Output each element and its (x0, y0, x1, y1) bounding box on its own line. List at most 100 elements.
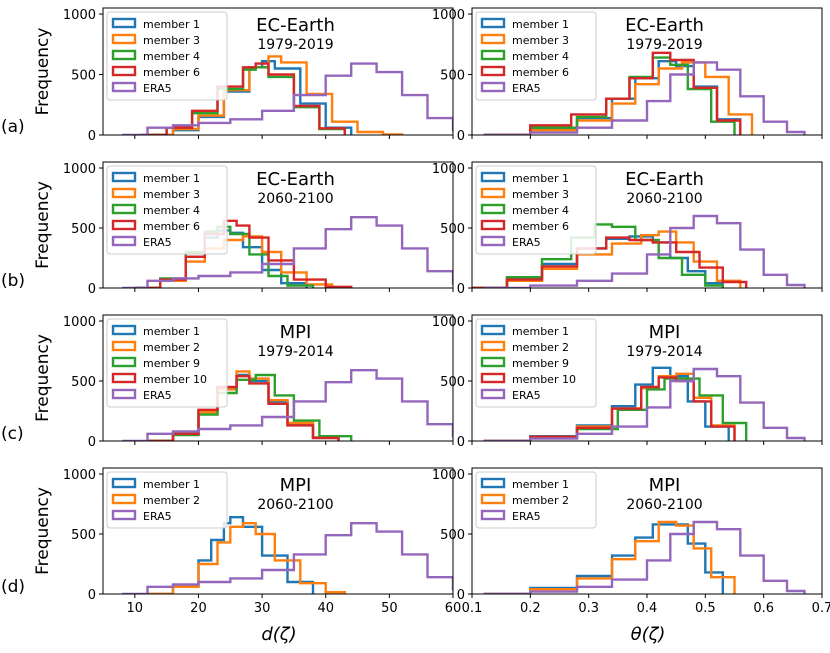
panel-subtitle: 2060-2100 (257, 497, 333, 513)
x-tick-label: 0.2 (520, 601, 541, 616)
legend-label: member 1 (143, 18, 200, 31)
series-era5 (122, 216, 453, 288)
series-member-2 (483, 520, 736, 594)
legend-box (475, 11, 597, 101)
y-tick-label: 1000 (432, 8, 465, 23)
legend-swatch (111, 203, 137, 215)
legend-swatch (111, 187, 137, 199)
legend-swatch (480, 372, 506, 384)
panel-title: EC-Earth (256, 169, 335, 190)
legend-swatch (480, 49, 506, 61)
x-tick-label: 30 (254, 601, 271, 616)
x-tick-label: 60 (445, 601, 462, 616)
legend-label: ERA5 (512, 510, 541, 523)
legend-swatch (480, 187, 506, 199)
legend-label: ERA5 (512, 236, 541, 249)
legend-swatch (111, 372, 137, 384)
legend-label: member 1 (512, 325, 569, 338)
y-tick-label: 500 (71, 222, 96, 237)
legend-label: member 2 (512, 494, 569, 507)
legend-label: member 1 (143, 478, 200, 491)
legend: member 1 member 3 member 4 member 6 ERA5 (106, 11, 228, 101)
y-tick-label: 500 (440, 375, 465, 390)
series-member-10 (147, 375, 340, 441)
legend-swatch (480, 17, 506, 29)
plot-frame (102, 467, 454, 595)
series-era5 (483, 520, 806, 594)
legend-swatch (111, 388, 137, 400)
legend-label: ERA5 (143, 236, 172, 249)
legend-label: member 9 (512, 357, 569, 370)
y-tick-label: 1000 (63, 8, 96, 23)
panel-subtitle: 1979-2019 (257, 37, 333, 53)
y-axis-label: Frequency (33, 181, 53, 269)
y-tick-label: 1000 (432, 162, 465, 177)
legend-swatch (111, 17, 137, 29)
legend-swatch (111, 33, 137, 45)
series-member-6 (141, 62, 346, 135)
legend-swatch (111, 235, 137, 247)
legend-label: member 1 (512, 478, 569, 491)
legend-label: member 1 (143, 325, 200, 338)
row-label: (c) (1, 424, 24, 444)
legend-box (106, 165, 228, 255)
panel-d-right: 0 500 1000 0.1 0.2 0.3 0.4 0.5 0.6 0.7 MPI2060-210… (432, 467, 830, 616)
x-tick-label: 0.6 (753, 601, 774, 616)
legend-swatch (480, 81, 506, 93)
legend: member 1 member 2 ERA5 (475, 471, 597, 529)
y-axis-label: Frequency (33, 28, 53, 116)
x-tick-label: 0.1 (462, 601, 483, 616)
legend-swatch (480, 340, 506, 352)
legend-swatch (111, 65, 137, 77)
legend-box (475, 165, 597, 255)
x-tick-label: 0.3 (578, 601, 599, 616)
panel-title: MPI (649, 322, 681, 343)
y-tick-label: 1000 (63, 315, 96, 330)
y-tick-label: 0 (88, 435, 96, 450)
panel-subtitle: 1979-2014 (257, 344, 333, 360)
legend-label: member 6 (512, 220, 569, 233)
legend-swatch (480, 388, 506, 400)
x-tick-label: 0.4 (637, 601, 658, 616)
x-tick-label: 40 (317, 601, 334, 616)
panel-subtitle: 2060-2100 (626, 497, 702, 513)
panel-subtitle: 1979-2014 (626, 344, 702, 360)
legend-label: member 9 (143, 357, 200, 370)
legend: member 1 member 3 member 4 member 6 ERA5 (106, 165, 228, 255)
legend-swatch (111, 324, 137, 336)
legend-label: ERA5 (143, 82, 172, 95)
series-era5 (483, 61, 806, 135)
legend-label: member 6 (512, 66, 569, 79)
x-axis-label-left: d(ζ) (261, 624, 296, 645)
row-label: (b) (1, 271, 25, 291)
legend-swatch (480, 509, 506, 521)
y-axis-label: Frequency (33, 487, 53, 575)
y-tick-label: 0 (457, 129, 465, 144)
plot-frame (102, 7, 454, 136)
series-era5 (122, 62, 453, 135)
legend-box (475, 471, 597, 529)
panel-title: MPI (280, 475, 312, 496)
legend-swatch (480, 203, 506, 215)
legend-swatch (480, 65, 506, 77)
legend-label: member 1 (512, 172, 569, 185)
y-tick-label: 500 (71, 69, 96, 84)
y-tick-label: 0 (457, 282, 465, 297)
row-label: (d) (1, 577, 25, 597)
x-tick-label: 10 (127, 601, 144, 616)
legend-label: member 6 (143, 220, 200, 233)
panel-title: EC-Earth (256, 15, 335, 36)
legend: member 1 member 2 member 9 member 10 ERA5 (106, 318, 228, 408)
series-era5 (483, 214, 806, 288)
y-tick-label: 500 (440, 222, 465, 237)
x-tick-label: 0.7 (812, 601, 830, 616)
x-tick-label: 0.5 (695, 601, 716, 616)
legend-label: ERA5 (143, 510, 172, 523)
panel-subtitle: 1979-2019 (626, 37, 702, 53)
legend-label: ERA5 (512, 389, 541, 402)
legend: member 1 member 3 member 4 member 6 ERA5 (475, 11, 597, 101)
